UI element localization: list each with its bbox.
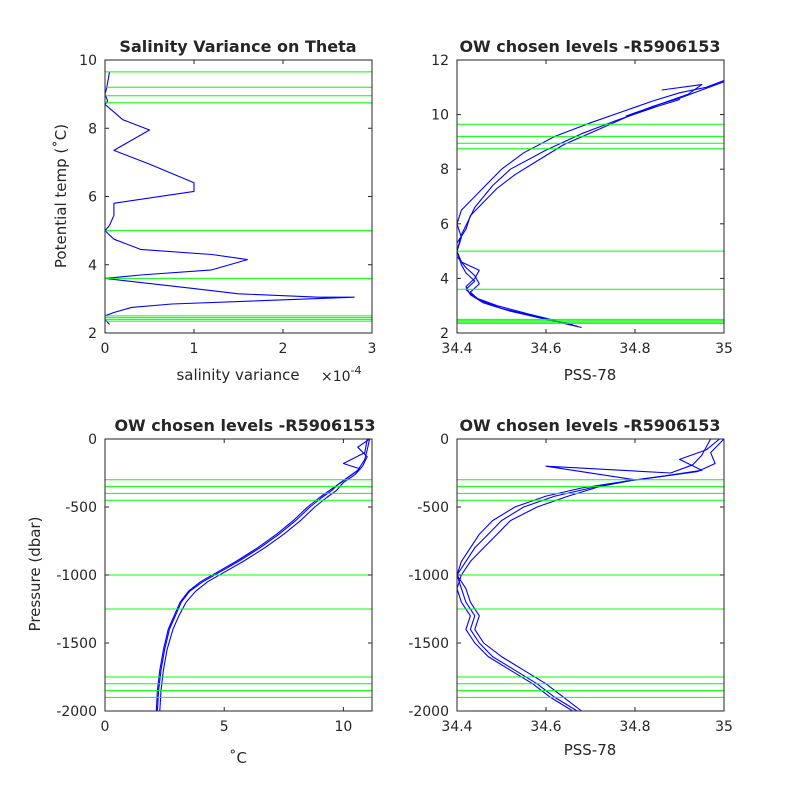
panel-pressure-salinity: OW chosen levels -R5906153 PSS-78 34.4 34… — [408, 416, 733, 759]
plot-data — [457, 79, 724, 329]
x-tick-label: 1 — [190, 341, 199, 357]
y-axis-label: Pressure (dbar) — [26, 517, 44, 632]
x-tick-label: 34.8 — [619, 341, 650, 357]
x-tick-label: 10 — [334, 719, 352, 735]
axes-box — [456, 59, 725, 334]
y-tick-label: 12 — [431, 53, 449, 69]
y-tick-label: 0 — [88, 432, 97, 448]
x-axis-label: ˚C — [229, 749, 247, 767]
y-tick-label: -500 — [65, 500, 97, 516]
x-tick-label: 3 — [368, 341, 377, 357]
panel-salinity-variance: Salinity Variance on Theta salinity vari… — [52, 37, 376, 385]
x-tick-label: 0 — [101, 341, 110, 357]
x-tick-label: 0 — [101, 719, 110, 735]
y-tick-label: -2000 — [56, 704, 97, 720]
y-tick-label: -2000 — [408, 704, 449, 720]
x-axis-label: PSS-78 — [564, 741, 617, 759]
profile-series-1 — [159, 439, 370, 711]
plot-data — [105, 71, 372, 325]
y-tick-label: 6 — [88, 190, 97, 206]
panel-title: OW chosen levels -R5906153 — [114, 416, 375, 435]
profile-series-2 — [457, 84, 703, 326]
x-tick-label: 34.8 — [619, 719, 650, 735]
plot-data — [105, 439, 372, 711]
y-tick-label: -1500 — [56, 636, 97, 652]
x-tick-label: 2 — [279, 341, 288, 357]
y-tick-label: -1000 — [408, 568, 449, 584]
y-tick-label: 2 — [440, 326, 449, 342]
x-tick-label: 35 — [715, 341, 733, 357]
panel-title: OW chosen levels -R5906153 — [459, 416, 720, 435]
y-tick-label: -500 — [417, 500, 449, 516]
x-tick-label: 34.4 — [441, 341, 472, 357]
panel-title: OW chosen levels -R5906153 — [459, 37, 720, 56]
x-axis-exponent-power: -4 — [351, 364, 362, 377]
plot-area — [457, 60, 724, 333]
y-tick-label: 8 — [88, 121, 97, 137]
y-tick-label: 4 — [440, 271, 449, 287]
profile-series-2 — [155, 439, 368, 711]
panel-pressure-temperature: OW chosen levels -R5906153 ˚C Pressure (… — [26, 416, 376, 767]
panel-title: Salinity Variance on Theta — [119, 37, 356, 56]
profile-series-2 — [457, 439, 712, 711]
y-axis-label: Potential temp (˚C) — [52, 124, 70, 268]
y-tick-label: 4 — [88, 258, 97, 274]
x-tick-label: 34.6 — [530, 341, 561, 357]
y-tick-label: 2 — [88, 326, 97, 342]
plot-area — [105, 60, 372, 333]
y-tick-label: 8 — [440, 162, 449, 178]
x-axis-label: PSS-78 — [564, 366, 617, 384]
profile-series-1 — [457, 439, 720, 711]
y-tick-label: 10 — [431, 108, 449, 124]
panel-theta-salinity: OW chosen levels -R5906153 PSS-78 34.4 34… — [431, 37, 733, 384]
x-axis-label: salinity variance — [176, 366, 299, 384]
x-axis-exponent-base: ×10 — [321, 369, 351, 385]
x-tick-label: 34.6 — [530, 719, 561, 735]
x-axis-exponent: ×10-4 — [321, 364, 362, 385]
plot-data — [457, 439, 724, 711]
x-tick-label: 5 — [220, 719, 229, 735]
x-tick-label: 35 — [715, 719, 733, 735]
x-tick-label: 34.4 — [441, 719, 472, 735]
y-tick-label: -1500 — [408, 636, 449, 652]
y-tick-label: 10 — [79, 53, 97, 69]
y-tick-label: -1000 — [56, 568, 97, 584]
y-tick-label: 6 — [440, 217, 449, 233]
profile-series-0 — [105, 71, 355, 325]
y-tick-label: 0 — [440, 432, 449, 448]
